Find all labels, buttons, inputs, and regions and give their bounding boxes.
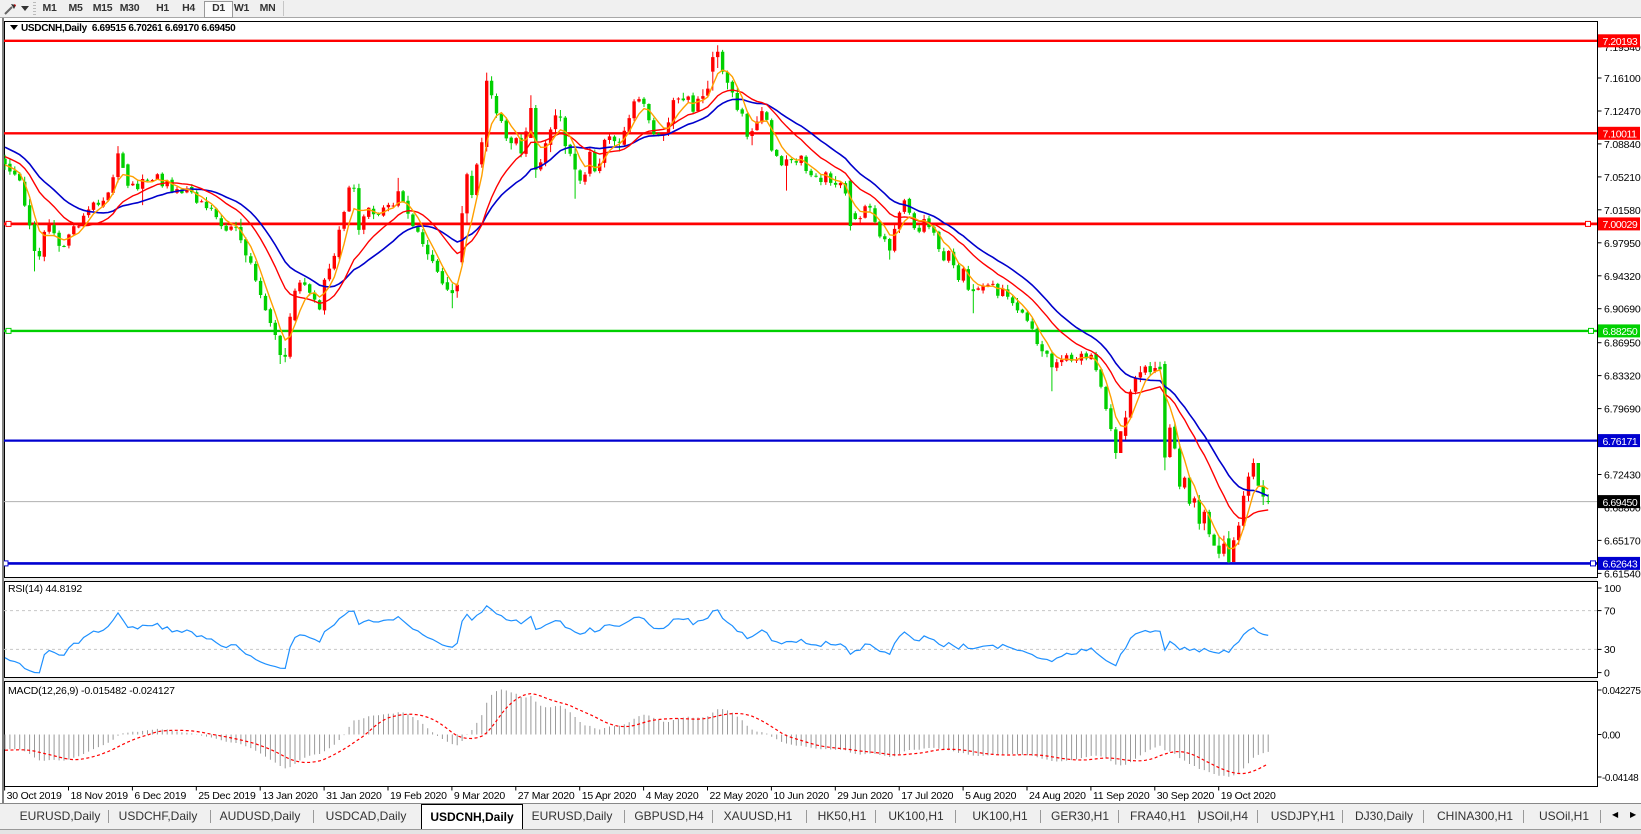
svg-text:6.86950: 6.86950 <box>1604 338 1641 350</box>
svg-text:0: 0 <box>1604 668 1610 680</box>
svg-text:6 Dec 2019: 6 Dec 2019 <box>134 790 186 802</box>
svg-text:18 Nov 2019: 18 Nov 2019 <box>71 790 129 802</box>
svg-text:-0.04148: -0.04148 <box>1602 773 1639 784</box>
svg-text:7.16100: 7.16100 <box>1604 73 1641 85</box>
svg-text:25 Dec 2019: 25 Dec 2019 <box>198 790 256 802</box>
svg-text:6.61540: 6.61540 <box>1604 568 1641 580</box>
svg-text:100: 100 <box>1604 583 1621 595</box>
svg-text:4 May 2020: 4 May 2020 <box>646 790 699 802</box>
svg-text:6.69450: 6.69450 <box>1603 497 1638 509</box>
svg-text:6.76171: 6.76171 <box>1603 436 1638 448</box>
svg-text:19 Oct 2020: 19 Oct 2020 <box>1221 790 1276 802</box>
svg-text:17 Jul 2020: 17 Jul 2020 <box>901 790 953 802</box>
svg-text:6.83320: 6.83320 <box>1604 371 1641 383</box>
svg-text:6.88250: 6.88250 <box>1603 326 1638 338</box>
svg-text:6.97950: 6.97950 <box>1604 238 1641 250</box>
svg-text:6.94320: 6.94320 <box>1604 271 1641 283</box>
svg-text:30 Oct 2019: 30 Oct 2019 <box>7 790 62 802</box>
svg-text:7.00029: 7.00029 <box>1603 219 1638 231</box>
svg-text:30: 30 <box>1604 644 1616 656</box>
svg-text:7.01580: 7.01580 <box>1604 205 1641 217</box>
svg-text:0.042275: 0.042275 <box>1602 686 1641 697</box>
svg-text:19 Feb 2020: 19 Feb 2020 <box>390 790 447 802</box>
svg-text:70: 70 <box>1604 606 1616 618</box>
svg-text:USDCNH,Daily 6.69515 6.70261: USDCNH,Daily 6.69515 6.70261 6.69170 6.6… <box>21 23 236 34</box>
svg-text:31 Jan 2020: 31 Jan 2020 <box>326 790 382 802</box>
svg-text:6.72430: 6.72430 <box>1604 470 1641 482</box>
svg-text:24 Aug 2020: 24 Aug 2020 <box>1029 790 1086 802</box>
svg-text:11 Sep 2020: 11 Sep 2020 <box>1093 790 1150 802</box>
svg-text:6.90690: 6.90690 <box>1604 304 1641 316</box>
svg-text:6.62643: 6.62643 <box>1603 559 1638 571</box>
svg-text:22 May 2020: 22 May 2020 <box>710 790 769 802</box>
svg-text:5 Aug 2020: 5 Aug 2020 <box>965 790 1016 802</box>
svg-text:6.65170: 6.65170 <box>1604 535 1641 547</box>
svg-text:7.10011: 7.10011 <box>1603 129 1638 141</box>
svg-text:0.00: 0.00 <box>1602 731 1621 742</box>
svg-text:29 Jun 2020: 29 Jun 2020 <box>837 790 893 802</box>
svg-text:7.12470: 7.12470 <box>1604 106 1641 118</box>
svg-text:13 Jan 2020: 13 Jan 2020 <box>262 790 318 802</box>
svg-text:7.08840: 7.08840 <box>1604 139 1641 151</box>
svg-text:7.05210: 7.05210 <box>1604 172 1641 184</box>
svg-text:30 Sep 2020: 30 Sep 2020 <box>1157 790 1215 802</box>
svg-text:9 Mar 2020: 9 Mar 2020 <box>454 790 505 802</box>
svg-text:10 Jun 2020: 10 Jun 2020 <box>773 790 829 802</box>
svg-text:6.79690: 6.79690 <box>1604 404 1641 416</box>
svg-text:7.20193: 7.20193 <box>1603 36 1638 48</box>
svg-text:MACD(12,26,9) -0.015482 -0.024: MACD(12,26,9) -0.015482 -0.024127 <box>8 685 175 697</box>
svg-text:27 Mar 2020: 27 Mar 2020 <box>518 790 575 802</box>
svg-text:15 Apr 2020: 15 Apr 2020 <box>582 790 637 802</box>
svg-text:RSI(14) 44.8192: RSI(14) 44.8192 <box>8 583 82 595</box>
